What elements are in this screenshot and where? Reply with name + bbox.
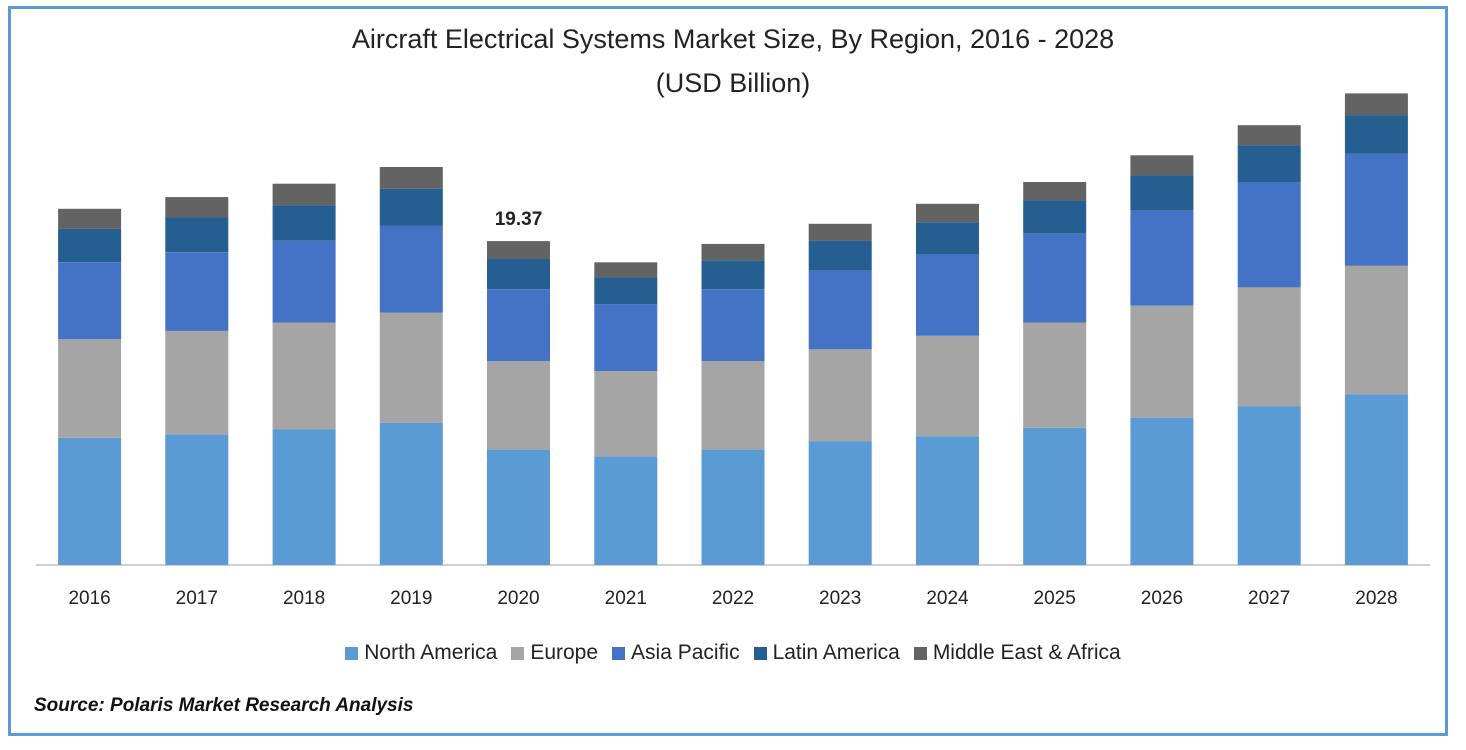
bar-segment-2017-europe [165, 330, 229, 435]
legend-item-latin-america: Latin America [753, 641, 900, 665]
bar-segment-2026-middle-east-africa [1130, 155, 1194, 176]
x-tick-label-2022: 2022 [712, 588, 754, 609]
x-tick-label-2027: 2027 [1248, 588, 1290, 609]
x-tick-label-2028: 2028 [1355, 588, 1397, 609]
bar-segment-2018-latin-america [272, 205, 336, 241]
bar-segment-2019-middle-east-africa [379, 167, 443, 189]
bar-segment-2025-north-america [1023, 427, 1087, 565]
bar-segment-2028-middle-east-africa [1344, 93, 1408, 116]
x-tick-label-2023: 2023 [819, 588, 861, 609]
bar-segment-2021-asia-pacific [594, 304, 658, 371]
x-tick-label-2024: 2024 [926, 588, 969, 609]
bar-segment-2025-middle-east-africa [1023, 182, 1087, 201]
bar-segment-2021-north-america [594, 456, 658, 565]
x-tick-label-2021: 2021 [605, 588, 647, 609]
bar-segment-2017-asia-pacific [165, 252, 229, 331]
legend-item-europe: Europe [511, 641, 598, 665]
bar-segment-2019-asia-pacific [379, 225, 443, 313]
x-tick-label-2020: 2020 [497, 588, 539, 609]
bar-segment-2018-asia-pacific [272, 240, 336, 323]
bar-segment-2026-asia-pacific [1130, 210, 1194, 306]
bar-segment-2027-europe [1237, 287, 1301, 407]
legend-item-north-america: North America [345, 641, 497, 665]
bar-segment-2022-north-america [701, 449, 765, 565]
bar-segment-2021-europe [594, 371, 658, 457]
legend-item-middle-east-africa: Middle East & Africa [913, 641, 1121, 665]
x-tick-label-2026: 2026 [1141, 588, 1183, 609]
legend-swatch-middle-east-africa [913, 646, 927, 660]
x-tick-label-2025: 2025 [1034, 588, 1076, 609]
bar-segment-2027-latin-america [1237, 145, 1301, 182]
bar-segment-2023-europe [808, 349, 872, 442]
x-tick-label-2019: 2019 [390, 588, 432, 609]
bar-segment-2026-latin-america [1130, 175, 1194, 211]
bar-segment-2017-middle-east-africa [165, 197, 229, 218]
x-tick-label-2016: 2016 [68, 588, 110, 609]
bar-segment-2016-europe [58, 339, 122, 438]
bar-segment-2028-north-america [1344, 394, 1408, 565]
bar-segment-2024-latin-america [916, 222, 979, 254]
legend-swatch-asia-pacific [612, 646, 626, 660]
bar-segment-2022-latin-america [701, 260, 765, 289]
bar-segment-2017-north-america [165, 434, 229, 565]
bar-segment-2025-europe [1023, 322, 1087, 428]
bar-segment-2022-middle-east-africa [701, 243, 765, 261]
bar-segment-2027-asia-pacific [1237, 182, 1301, 288]
bar-segment-2026-europe [1130, 305, 1194, 418]
x-tick-label-2018: 2018 [283, 588, 325, 609]
legend-label-latin-america: Latin America [772, 641, 900, 664]
legend-label-north-america: North America [364, 641, 498, 664]
bar-segment-2018-europe [272, 322, 336, 430]
bar-segment-2020-north-america [487, 449, 550, 565]
x-tick-label-2017: 2017 [176, 588, 218, 609]
legend-label-asia-pacific: Asia Pacific [631, 641, 740, 664]
bar-segment-2028-europe [1344, 265, 1408, 395]
bar-segment-2025-latin-america [1023, 200, 1087, 234]
bar-segment-2019-latin-america [379, 188, 443, 226]
bar-segment-2016-asia-pacific [58, 262, 122, 340]
legend-item-asia-pacific: Asia Pacific [612, 641, 740, 665]
bar-segment-2022-asia-pacific [701, 289, 765, 361]
bar-segment-2023-latin-america [808, 240, 872, 271]
bar-segment-2027-middle-east-africa [1237, 125, 1301, 146]
bar-segment-2023-asia-pacific [808, 270, 872, 350]
chart-legend: North America Europe Asia Pacific Latin Ame… [0, 638, 1466, 668]
legend-swatch-latin-america [753, 646, 767, 660]
bar-segment-2020-latin-america [487, 258, 550, 289]
bar-segment-2023-north-america [808, 441, 872, 565]
data-label-2020: 19.37 [495, 209, 543, 230]
bar-segment-2023-middle-east-africa [808, 223, 872, 241]
bar-segment-2021-middle-east-africa [594, 262, 658, 278]
bar-segment-2024-europe [916, 335, 979, 437]
legend-swatch-north-america [345, 646, 359, 660]
bar-segment-2024-north-america [916, 436, 979, 565]
bar-segment-2020-asia-pacific [487, 289, 550, 361]
bar-segment-2020-europe [487, 361, 550, 450]
bar-segment-2019-europe [379, 312, 443, 423]
bar-segment-2018-north-america [272, 429, 336, 565]
bar-segment-2025-asia-pacific [1023, 233, 1087, 323]
legend-label-middle-east-africa: Middle East & Africa [932, 641, 1121, 664]
bar-segment-2028-asia-pacific [1344, 153, 1408, 266]
bar-segment-2016-latin-america [58, 228, 122, 263]
bar-segment-2026-north-america [1130, 417, 1194, 565]
bar-segment-2022-europe [701, 361, 765, 450]
legend-swatch-europe [511, 646, 525, 660]
chart-subtitle: (USD Billion) [655, 68, 811, 98]
bar-segment-2027-north-america [1237, 406, 1301, 565]
bar-segment-2018-middle-east-africa [272, 183, 336, 206]
bar-segment-2020-middle-east-africa [487, 241, 550, 259]
bar-segment-2021-latin-america [594, 277, 658, 305]
legend-label-europe: Europe [530, 641, 599, 664]
source-note: Source: Polaris Market Research Analysis [34, 695, 414, 716]
bar-segment-2017-latin-america [165, 217, 229, 253]
bar-segment-2016-north-america [58, 437, 122, 565]
bar-segment-2019-north-america [379, 422, 443, 565]
bar-segment-2024-middle-east-africa [916, 203, 979, 223]
chart-title: Aircraft Electrical Systems Market Size,… [351, 24, 1115, 54]
bar-segment-2028-latin-america [1344, 115, 1408, 154]
bar-segment-2024-asia-pacific [916, 253, 979, 336]
bar-segment-2016-middle-east-africa [58, 208, 122, 229]
